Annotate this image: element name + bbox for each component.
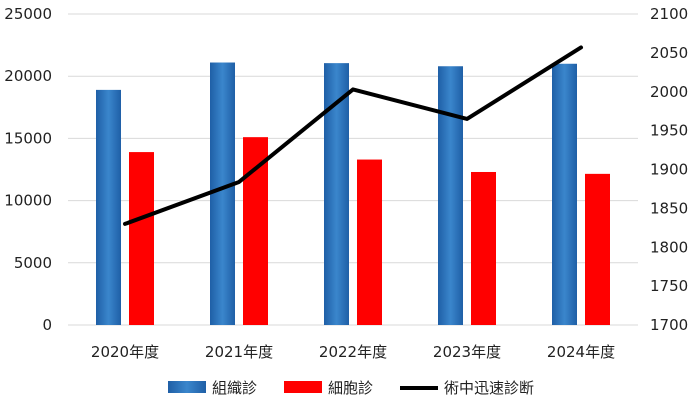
category-label: 2022年度 bbox=[319, 343, 387, 361]
legend-label: 細胞診 bbox=[328, 379, 373, 397]
gridlines bbox=[68, 13, 638, 326]
legend-label: 組織診 bbox=[212, 379, 257, 397]
legend-swatch-soshiki bbox=[168, 381, 206, 393]
right-tick-label: 1900 bbox=[650, 161, 688, 179]
category-label: 2024年度 bbox=[547, 343, 615, 361]
bar-soshiki bbox=[210, 62, 235, 326]
left-tick-label: 5000 bbox=[14, 254, 52, 272]
right-tick-label: 1850 bbox=[650, 199, 688, 217]
bars bbox=[96, 62, 610, 326]
bar-soshiki bbox=[552, 63, 577, 325]
category-label: 2023年度 bbox=[433, 343, 501, 361]
category-label: 2021年度 bbox=[205, 343, 273, 361]
left-tick-label: 0 bbox=[42, 316, 52, 334]
bar-saibou bbox=[471, 171, 496, 325]
left-tick-label: 20000 bbox=[4, 67, 52, 85]
category-label: 2020年度 bbox=[91, 343, 159, 361]
right-tick-label: 2000 bbox=[650, 83, 688, 101]
bar-saibou bbox=[357, 159, 382, 325]
legend-label: 術中迅速診断 bbox=[444, 379, 534, 397]
legend-swatch-saibou bbox=[284, 381, 322, 393]
legend: 組織診 細胞診 術中迅速診断 bbox=[168, 379, 534, 397]
bar-soshiki bbox=[324, 63, 349, 325]
left-axis-ticks: 0 5000 10000 15000 20000 25000 bbox=[4, 5, 52, 334]
category-labels: 2020年度 2021年度 2022年度 2023年度 2024年度 bbox=[91, 343, 615, 361]
line-series bbox=[123, 45, 583, 226]
right-axis-ticks: 1700 1750 1800 1850 1900 1950 2000 2050 2100 bbox=[650, 5, 688, 334]
right-tick-label: 1700 bbox=[650, 316, 688, 334]
left-tick-label: 15000 bbox=[4, 129, 52, 147]
bar-saibou bbox=[243, 137, 268, 325]
left-tick-label: 25000 bbox=[4, 5, 52, 23]
bar-soshiki bbox=[96, 89, 121, 325]
line-jutchu bbox=[123, 45, 583, 226]
bar-soshiki bbox=[438, 66, 463, 326]
bar-saibou bbox=[129, 152, 154, 325]
right-tick-label: 1750 bbox=[650, 277, 688, 295]
left-tick-label: 10000 bbox=[4, 192, 52, 210]
right-tick-label: 2100 bbox=[650, 5, 688, 23]
bar-saibou bbox=[585, 173, 610, 325]
right-tick-label: 2050 bbox=[650, 44, 688, 62]
right-tick-label: 1800 bbox=[650, 238, 688, 256]
right-tick-label: 1950 bbox=[650, 122, 688, 140]
